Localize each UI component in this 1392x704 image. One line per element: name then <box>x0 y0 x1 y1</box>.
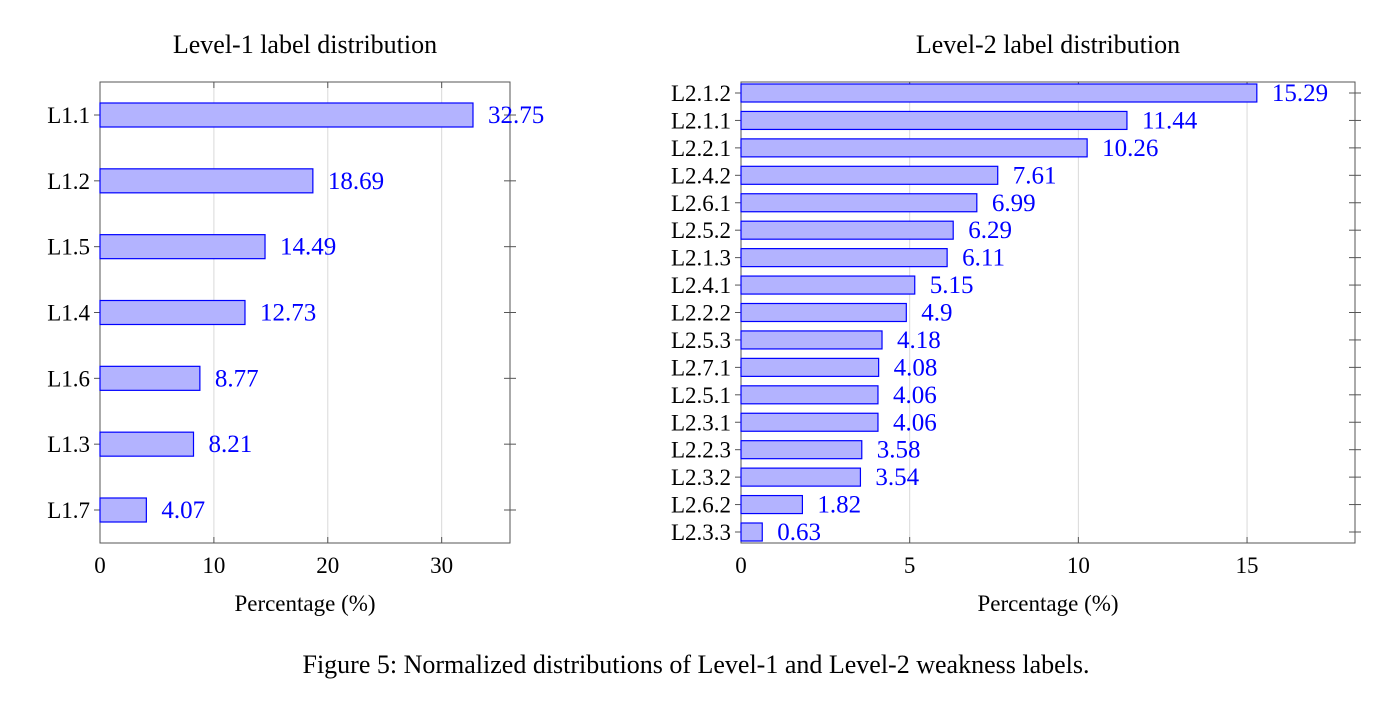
chart-2: Level-2 label distribution 0 5 10 15 Percenta… <box>671 30 1361 616</box>
x-tick-label: 15 <box>1236 553 1259 578</box>
category-label: L2.5.3 <box>671 328 731 353</box>
data-label: 1.82 <box>817 492 861 519</box>
category-label: L1.5 <box>47 235 90 260</box>
data-label: 7.61 <box>1013 162 1057 189</box>
bar <box>740 494 804 515</box>
category-label: L1.1 <box>47 103 90 128</box>
bar <box>740 440 863 460</box>
x-tick-label: 0 <box>735 553 747 578</box>
chart-title: Level-1 label distribution <box>173 30 437 59</box>
x-tick-label: 10 <box>1067 553 1090 578</box>
category-label: L2.5.2 <box>671 218 731 243</box>
bar <box>740 275 916 295</box>
data-label: 6.99 <box>992 190 1036 217</box>
bar <box>740 165 999 185</box>
bar <box>740 330 883 350</box>
data-label: 8.77 <box>215 365 259 392</box>
category-label: L1.4 <box>47 301 90 326</box>
x-tick-label: 30 <box>430 553 453 578</box>
data-label: 18.69 <box>328 168 384 195</box>
bar <box>99 234 266 260</box>
x-tick-label: 0 <box>94 553 106 578</box>
bar <box>740 138 1088 158</box>
category-label: L2.2.2 <box>671 301 731 326</box>
category-label: L1.2 <box>47 169 90 194</box>
data-label: 3.54 <box>875 464 919 491</box>
data-label: 8.21 <box>209 431 253 458</box>
bar <box>99 102 474 128</box>
bar <box>740 467 862 487</box>
bar <box>740 193 978 213</box>
data-label: 14.49 <box>280 234 336 261</box>
category-label: L2.5.1 <box>671 383 731 408</box>
data-label: 6.29 <box>968 217 1012 244</box>
figure-charts: Level-1 label distribution 0 10 20 30 Percent… <box>47 30 1361 616</box>
data-label: 5.15 <box>930 272 974 299</box>
data-label: 3.58 <box>877 437 921 464</box>
category-label: L2.7.1 <box>671 355 731 380</box>
category-label: L2.1.1 <box>671 108 731 133</box>
data-label: 11.44 <box>1142 107 1198 134</box>
category-label: L2.1.3 <box>671 246 731 271</box>
category-label: L2.4.1 <box>671 273 731 298</box>
category-label: L2.4.2 <box>671 163 731 188</box>
x-axis-label: Percentage (%) <box>234 591 375 616</box>
bar <box>740 385 879 405</box>
data-label: 0.63 <box>777 519 821 546</box>
bar <box>99 168 314 194</box>
category-label: L2.3.2 <box>671 465 731 490</box>
data-label: 10.26 <box>1102 135 1158 162</box>
category-label: L2.1.2 <box>671 81 731 106</box>
data-label: 4.07 <box>161 497 205 524</box>
chart-title: Level-2 label distribution <box>916 30 1180 59</box>
chart-1: Level-1 label distribution 0 10 20 30 Percent… <box>47 30 544 616</box>
data-label: 6.11 <box>962 245 1005 272</box>
data-label: 4.9 <box>921 300 952 327</box>
bar <box>740 302 907 323</box>
bar <box>99 497 147 523</box>
x-tick-label: 10 <box>202 553 225 578</box>
bar <box>740 248 948 268</box>
category-label: L2.3.3 <box>671 520 731 545</box>
category-label: L2.3.1 <box>671 410 731 435</box>
category-label: L1.7 <box>47 498 90 523</box>
data-label: 4.06 <box>893 409 937 436</box>
bar <box>740 522 763 542</box>
bar <box>740 220 954 240</box>
x-tick-label: 5 <box>904 553 916 578</box>
x-axis-label: Percentage (%) <box>977 591 1118 616</box>
data-label: 4.08 <box>894 354 938 381</box>
bar <box>99 299 246 326</box>
data-label: 15.29 <box>1272 80 1328 107</box>
category-label: L2.2.1 <box>671 136 731 161</box>
bar <box>740 357 880 377</box>
category-label: L2.6.1 <box>671 191 731 216</box>
category-label: L1.6 <box>47 366 90 391</box>
data-label: 4.18 <box>897 327 941 354</box>
category-label: L2.6.2 <box>671 493 731 518</box>
data-label: 4.06 <box>893 382 937 409</box>
figure-caption: Figure 5: Normalized distributions of Le… <box>302 650 1090 679</box>
x-tick-label: 20 <box>316 553 339 578</box>
bar <box>740 110 1128 131</box>
data-label: 12.73 <box>260 300 316 327</box>
category-label: L2.2.3 <box>671 438 731 463</box>
bar <box>99 365 201 391</box>
bar <box>740 83 1258 103</box>
bar <box>740 412 879 432</box>
bar <box>99 431 195 457</box>
data-label: 32.75 <box>488 102 544 129</box>
category-label: L1.3 <box>47 432 90 457</box>
